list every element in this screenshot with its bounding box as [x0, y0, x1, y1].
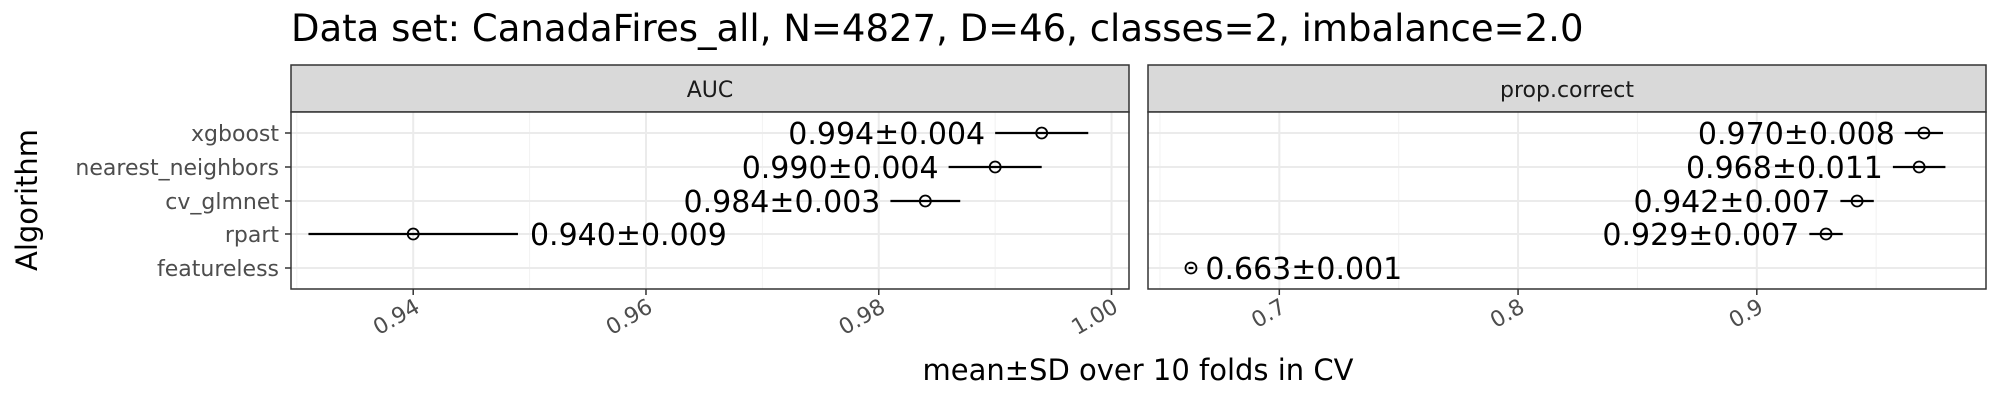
x-tick-label: 0.7	[1247, 295, 1290, 334]
y-category-label: featureless	[157, 257, 279, 282]
x-tick-label: 0.98	[835, 295, 890, 341]
y-axis-title: Algorithm	[10, 129, 44, 271]
mean-point	[1917, 126, 1931, 140]
mean-point	[406, 227, 420, 241]
point-group-featureless: 0.663±0.001	[1184, 252, 1402, 287]
mean-point	[918, 194, 932, 208]
data-label: 0.942±0.007	[1633, 185, 1830, 220]
point-group-rpart: 0.929±0.007	[1602, 218, 1843, 253]
facet-strip	[290, 64, 1130, 113]
mean-point	[988, 160, 1002, 174]
chart-title: Data set: CanadaFires_all, N=4827, D=46,…	[291, 7, 1584, 50]
x-tick-label: 0.94	[369, 295, 424, 341]
y-category-label: nearest_neighbors	[75, 156, 279, 181]
point-group-cv_glmnet: 0.984±0.003	[683, 185, 961, 220]
panel-border	[1147, 111, 1987, 290]
y-category-label: xgboost	[191, 122, 279, 147]
mean-point	[1912, 160, 1926, 174]
x-tick-label: 1.00	[1068, 295, 1123, 341]
facet-strip	[1147, 64, 1987, 113]
mean-point	[1819, 227, 1833, 241]
data-label: 0.663±0.001	[1205, 252, 1402, 287]
mean-point	[1035, 126, 1049, 140]
point-group-nearest_neighbors: 0.990±0.004	[742, 151, 1042, 186]
data-label: 0.984±0.003	[683, 185, 880, 220]
y-category-label: rpart	[225, 223, 280, 248]
x-axis-title: mean±SD over 10 folds in CV	[923, 353, 1354, 387]
panel-prop-correct: prop.correct 0.970±0.0080.968±0.0110.942±…	[1147, 64, 1987, 334]
mean-point	[1184, 261, 1198, 275]
facet-strip-label: AUC	[687, 78, 734, 103]
panel-auc: AUC0.994±0.0040.990±0.0040.984±0.0030.94…	[290, 64, 1130, 341]
x-tick-label: 0.96	[602, 295, 657, 341]
x-tick-label: 0.9	[1725, 295, 1768, 334]
facet-strip-label: prop.correct	[1500, 78, 1634, 103]
point-group-nearest_neighbors: 0.968±0.011	[1686, 151, 1946, 186]
data-label: 0.929±0.007	[1602, 218, 1799, 253]
point-group-cv_glmnet: 0.942±0.007	[1633, 185, 1874, 220]
y-category-label: cv_glmnet	[165, 190, 279, 215]
data-label: 0.968±0.011	[1686, 151, 1883, 186]
data-label: 0.994±0.004	[788, 117, 985, 152]
mean-point	[1850, 194, 1864, 208]
data-label: 0.940±0.009	[530, 218, 727, 253]
point-group-rpart: 0.940±0.009	[308, 218, 727, 253]
panels: AUC0.994±0.0040.990±0.0040.984±0.0030.94…	[290, 64, 1987, 341]
data-label: 0.990±0.004	[742, 151, 939, 186]
point-group-xgboost: 0.994±0.004	[788, 117, 1089, 152]
data-label: 0.970±0.008	[1698, 117, 1895, 152]
x-tick-label: 0.8	[1486, 295, 1529, 334]
point-group-xgboost: 0.970±0.008	[1698, 117, 1944, 152]
